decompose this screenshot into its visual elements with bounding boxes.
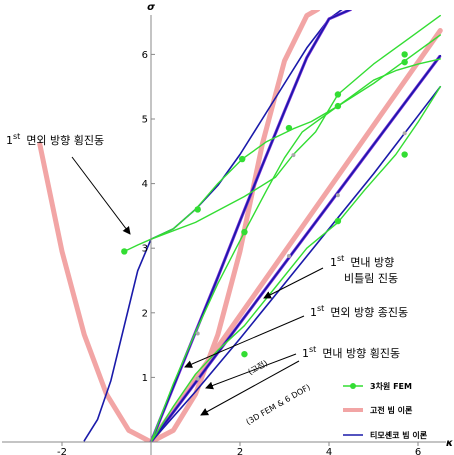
series-line-2-3 [150, 85, 442, 442]
legend-label-timoshenko: 티모셴코 빔 이론 [370, 430, 428, 440]
annotation-3-arrow [184, 315, 305, 368]
series-line-2-1 [150, 10, 352, 442]
rotated-label-fem-6dof: (3D FEM & 6 DOF) [245, 383, 312, 427]
series-timoshenko-halo-1 [149, 10, 352, 442]
annotation-in-plane-bending: 1st 면내 방향 횡진동 [200, 345, 400, 416]
annotation-2-sup: st [337, 254, 344, 263]
legend-marker-fem [350, 383, 356, 389]
series-line-2-2 [150, 54, 442, 442]
data-point-small [195, 331, 200, 336]
data-point [285, 124, 293, 132]
data-point-small [286, 253, 291, 258]
x-tick-label: 6 [415, 447, 421, 455]
annotation-in-plane-torsion: 1st 면내 방향 비틀림 진동 [263, 254, 398, 299]
annotation-3-sup: st [317, 304, 324, 313]
annotation-1-sup: st [13, 132, 20, 141]
data-point [241, 350, 248, 358]
series-line-0-3 [150, 85, 441, 442]
data-point [334, 102, 342, 110]
annotation-4-sup: st [309, 345, 316, 354]
annotation-2-lead: 1 [330, 256, 337, 269]
ticks-layer: -2 2 4 6 1 2 3 4 5 6 [57, 50, 421, 455]
annotation-4-arrow-fem [200, 360, 300, 416]
x-tick-label: 4 [326, 447, 332, 455]
data-point [194, 206, 201, 213]
x-tick-label: -2 [57, 447, 67, 455]
annotation-1-arrow [71, 156, 131, 235]
legend-item-classical: 고전 빔 이론 [343, 405, 413, 415]
annotation-out-of-plane-longitudinal: 1st 면외 방향 종진동 [184, 304, 408, 368]
data-point [401, 151, 408, 158]
data-point-small [291, 153, 296, 158]
data-point [241, 228, 248, 236]
data-point [401, 58, 408, 66]
series-line-0-2 [150, 58, 441, 442]
data-point-small [402, 131, 407, 136]
annotation-3-lead: 1 [310, 306, 317, 319]
annotation-2-arrow [263, 267, 324, 299]
series-line-0-1 [150, 14, 441, 240]
y-tick-label: 3 [142, 244, 148, 255]
legend-item-fem: 3차원 FEM [343, 381, 412, 391]
data-point-small [335, 193, 340, 198]
rotated-label-classical: (고전) [246, 358, 269, 377]
annotation-out-of-plane-bending: 1st 면외 방향 횡진동 [6, 132, 131, 235]
y-tick-label: 1 [142, 373, 148, 384]
y-tick-label: 6 [142, 50, 148, 61]
annotation-3-text: 면외 방향 종진동 [330, 306, 408, 319]
annotation-4-text: 면내 방향 횡진동 [322, 347, 400, 360]
data-point [401, 51, 408, 58]
x-tick-label: 2 [237, 447, 243, 455]
legend-label-classical: 고전 빔 이론 [370, 405, 413, 415]
y-axis-label: σ [147, 2, 155, 13]
series-line-1-1 [148, 28, 443, 442]
y-tick-label: 4 [142, 179, 148, 190]
data-point [334, 217, 342, 225]
annotation-1-text: 면외 방향 횡진동 [26, 134, 104, 147]
legend: 3차원 FEM 고전 빔 이론 티모셴코 빔 이론 [343, 381, 428, 440]
annotation-2-text: 면내 방향 [350, 256, 394, 269]
annotation-2-line2: 비틀림 진동 [344, 272, 398, 285]
legend-label-fem: 3차원 FEM [370, 381, 412, 391]
data-point [334, 91, 342, 98]
y-tick-label: 5 [142, 115, 148, 126]
x-axis-label: κ [446, 438, 453, 449]
series-layer [37, 10, 443, 442]
y-tick-label: 2 [142, 308, 148, 319]
annotation-4-lead: 1 [302, 347, 309, 360]
data-point-small [195, 376, 200, 381]
legend-item-timoshenko: 티모셴코 빔 이론 [343, 430, 428, 440]
data-point [121, 248, 128, 255]
annotation-1-lead: 1 [6, 134, 13, 147]
data-point [239, 155, 246, 163]
series-line-1-0 [37, 10, 321, 442]
annotation-4-arrow-classical [205, 353, 297, 390]
